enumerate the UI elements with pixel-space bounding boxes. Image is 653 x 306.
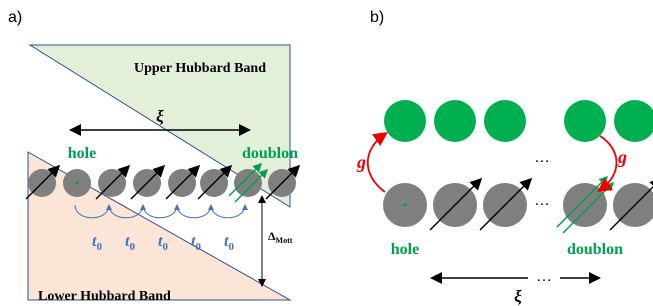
doublon-label: doublon <box>567 241 623 258</box>
top-site <box>484 100 526 142</box>
g-label: g <box>617 147 627 167</box>
xi-label: ξ <box>156 107 164 126</box>
hop-subscript: 0 <box>162 241 168 253</box>
g-label: g <box>356 152 366 172</box>
gap-label: ΔMott <box>268 229 293 245</box>
top-site <box>564 100 606 142</box>
panel-label: a) <box>8 9 22 26</box>
top-site <box>384 100 426 142</box>
top-site <box>614 100 653 142</box>
hole-label: hole <box>391 241 419 258</box>
hop-arc <box>177 205 211 218</box>
top-site <box>434 100 476 142</box>
ellipsis: … <box>534 149 550 166</box>
hole-dot <box>404 204 407 207</box>
ellipsis: … <box>534 192 550 209</box>
hole-label: hole <box>68 145 96 162</box>
hop-label: t0 <box>224 233 234 253</box>
g-arrow <box>368 134 385 192</box>
hop-subscript: 0 <box>195 241 201 253</box>
xi-label: ξ <box>514 287 522 306</box>
figure: a) Upper Hubbard Band Lower Hubbard Band… <box>0 0 653 306</box>
hop-subscript: 0 <box>129 241 135 253</box>
hop-subscript: 0 <box>228 241 234 253</box>
ellipsis: … <box>536 268 552 285</box>
sites <box>383 100 653 233</box>
hop-arc <box>143 205 177 218</box>
band-label: Lower Hubbard Band <box>38 289 171 304</box>
hop-subscript: 0 <box>96 241 102 253</box>
panel-label: b) <box>370 9 384 26</box>
panel-a: a) Upper Hubbard Band Lower Hubbard Band… <box>8 9 298 304</box>
panel-b: b) g g … … hole doublon … ξ <box>356 9 653 306</box>
hop-arc <box>211 205 245 218</box>
gap-subscript: Mott <box>276 236 293 245</box>
hole-dot <box>76 182 79 185</box>
band-label: Upper Hubbard Band <box>134 61 266 76</box>
site <box>234 169 262 197</box>
doublon-label: doublon <box>242 145 298 162</box>
